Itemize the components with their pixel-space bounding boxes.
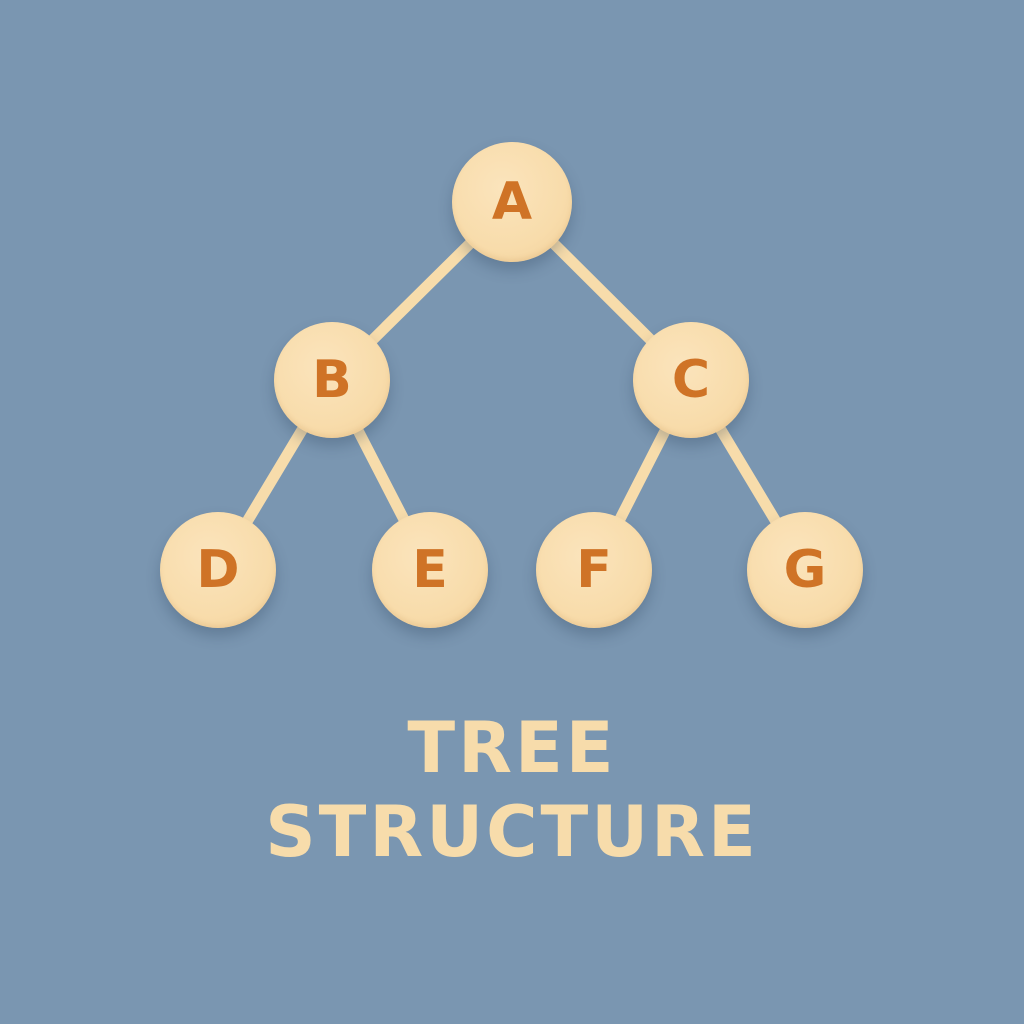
node-d-label: D	[196, 540, 240, 600]
node-e: E	[372, 512, 488, 628]
node-b: B	[274, 322, 390, 438]
node-b-label: B	[312, 350, 352, 410]
node-e-label: E	[412, 540, 448, 600]
node-f-label: F	[576, 540, 612, 600]
node-d: D	[160, 512, 276, 628]
node-c: C	[633, 322, 749, 438]
title-line-1: TREE	[407, 707, 617, 789]
node-a: A	[452, 142, 572, 262]
title-line-2: STRUCTURE	[265, 791, 759, 873]
node-f: F	[536, 512, 652, 628]
node-g: G	[747, 512, 863, 628]
diagram-title: TREE STRUCTURE	[0, 706, 1024, 874]
node-g-label: G	[783, 540, 827, 600]
node-a-label: A	[491, 172, 533, 232]
node-c-label: C	[671, 350, 711, 410]
